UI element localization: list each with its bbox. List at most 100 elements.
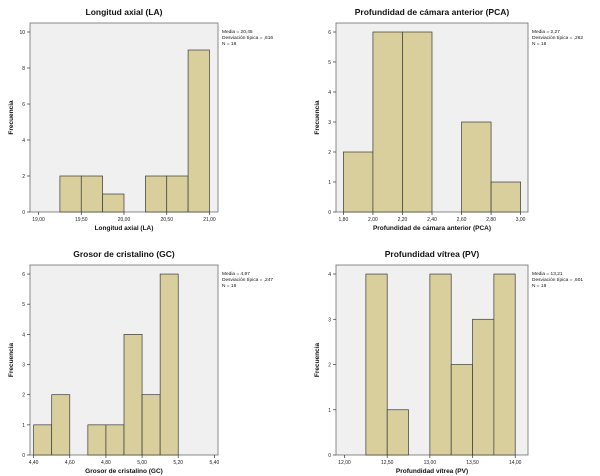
x-tick-label: 20,00 <box>118 217 131 223</box>
stats-line: Media = 2,27 <box>532 29 560 35</box>
histogram-bar <box>372 31 403 213</box>
y-tick-label: 10 <box>19 30 25 36</box>
y-tick-label: 0 <box>22 210 25 216</box>
y-tick-label: 0 <box>328 210 331 216</box>
x-tick-label: 5,20 <box>173 460 183 466</box>
histogram-bar <box>343 151 374 213</box>
histogram-bar <box>159 273 179 456</box>
x-tick-label: 5,00 <box>137 460 147 466</box>
y-tick-label: 1 <box>328 408 331 414</box>
histogram-bar <box>493 273 516 456</box>
histogram-bar <box>141 394 161 456</box>
histogram-bar <box>145 175 168 213</box>
y-tick-label: 2 <box>328 150 331 156</box>
y-tick-label: 3 <box>22 363 25 369</box>
y-axis-label: Frecuencia <box>314 100 321 135</box>
x-tick-label: 5,40 <box>210 460 220 466</box>
stats-line: N = 18 <box>222 283 237 289</box>
stats-line: N = 18 <box>532 41 547 47</box>
histogram-bar <box>166 175 189 213</box>
y-axis-label: Frecuencia <box>8 100 15 135</box>
x-axis-label: Longitud axial (LA) <box>95 225 154 232</box>
chart-title: Grosor de cristalino (GC) <box>73 249 175 259</box>
histogram-bar <box>123 334 143 456</box>
histogram-bar <box>87 424 107 456</box>
y-tick-label: 5 <box>328 60 331 66</box>
x-tick-label: 13,50 <box>466 460 479 466</box>
x-tick-label: 2,40 <box>427 217 437 223</box>
x-tick-label: 3,00 <box>516 217 526 223</box>
y-tick-label: 1 <box>328 180 331 186</box>
histogram-bar <box>33 424 53 456</box>
histogram-bar <box>59 175 82 213</box>
histogram-bar <box>365 273 388 456</box>
y-tick-label: 0 <box>22 453 25 459</box>
x-tick-label: 4,80 <box>101 460 111 466</box>
histogram-bar <box>80 175 103 213</box>
y-tick-label: 4 <box>22 332 25 338</box>
histogram-bar <box>461 121 492 213</box>
chart-panel: Profundidad de cámara anterior (PCA) 0 1 2 3… <box>314 7 583 232</box>
y-tick-label: 0 <box>328 453 331 459</box>
histogram-bar <box>105 424 125 456</box>
chart-title: Longitud axial (LA) <box>86 7 163 17</box>
x-tick-label: 2,80 <box>486 217 496 223</box>
y-tick-label: 4 <box>328 272 331 278</box>
y-tick-label: 5 <box>22 302 25 308</box>
chart-title: Profundidad de cámara anterior (PCA) <box>355 7 510 17</box>
x-tick-label: 19,00 <box>32 217 45 223</box>
y-tick-label: 8 <box>22 66 25 72</box>
y-axis-label: Frecuencia <box>314 342 321 377</box>
stats-line: N = 18 <box>532 283 547 289</box>
histogram-bar <box>472 318 495 456</box>
histogram-bar <box>51 394 71 456</box>
y-tick-label: 6 <box>328 30 331 36</box>
x-tick-label: 2,60 <box>457 217 467 223</box>
x-axis-label: Grosor de cristalino (GC) <box>85 468 163 475</box>
stats-line: Desviación típica = ,262 <box>532 35 583 41</box>
stats-line: N = 18 <box>222 41 237 47</box>
histogram-bar <box>490 181 521 213</box>
y-tick-label: 2 <box>328 363 331 369</box>
histogram-bar <box>187 49 210 213</box>
y-tick-label: 2 <box>22 174 25 180</box>
stats-line: Desviación típica = ,601 <box>532 277 583 283</box>
x-axis-label: Profundidad de cámara anterior (PCA) <box>373 225 491 232</box>
x-tick-label: 13,00 <box>424 460 437 466</box>
x-tick-label: 19,50 <box>75 217 88 223</box>
histogram-bar <box>402 31 433 213</box>
x-tick-label: 12,50 <box>381 460 394 466</box>
x-tick-label: 20,50 <box>160 217 173 223</box>
histogram-bar <box>450 364 473 456</box>
histogram-bar <box>429 273 452 456</box>
y-tick-label: 1 <box>22 423 25 429</box>
y-tick-label: 2 <box>22 393 25 399</box>
stats-line: Desviación típica = ,616 <box>222 35 273 41</box>
x-tick-label: 12,00 <box>338 460 351 466</box>
x-tick-label: 21,00 <box>203 217 216 223</box>
x-tick-label: 2,00 <box>368 217 378 223</box>
y-tick-label: 3 <box>328 120 331 126</box>
histogram-bar <box>386 409 409 456</box>
chart-title: Profundidad vítrea (PV) <box>385 249 480 259</box>
chart-panel: Profundidad vítrea (PV) 0 1 2 3 4 12,00 12,50 13… <box>314 249 583 475</box>
x-tick-label: 1,80 <box>339 217 349 223</box>
x-tick-label: 14,00 <box>509 460 522 466</box>
y-tick-label: 3 <box>328 317 331 323</box>
y-axis-label: Frecuencia <box>8 342 15 377</box>
x-tick-label: 4,60 <box>65 460 75 466</box>
stats-line: Desviación típica = ,247 <box>222 277 273 283</box>
x-tick-label: 2,20 <box>398 217 408 223</box>
y-tick-label: 4 <box>328 90 331 96</box>
y-tick-label: 6 <box>22 272 25 278</box>
stats-line: Media = 4,97 <box>222 271 250 277</box>
x-tick-label: 4,40 <box>29 460 39 466</box>
stats-line: Media = 13,21 <box>532 271 563 277</box>
histogram-bar <box>102 193 125 213</box>
chart-panel: Grosor de cristalino (GC) 0 1 2 3 4 5 6 4,40 4,60… <box>8 249 273 475</box>
y-tick-label: 6 <box>22 102 25 108</box>
stats-line: Media = 20,45 <box>222 29 253 35</box>
chart-panel: Longitud axial (LA) 0 2 4 6 8 10 19,00 19,50 20,0… <box>8 7 273 232</box>
y-tick-label: 4 <box>22 138 25 144</box>
